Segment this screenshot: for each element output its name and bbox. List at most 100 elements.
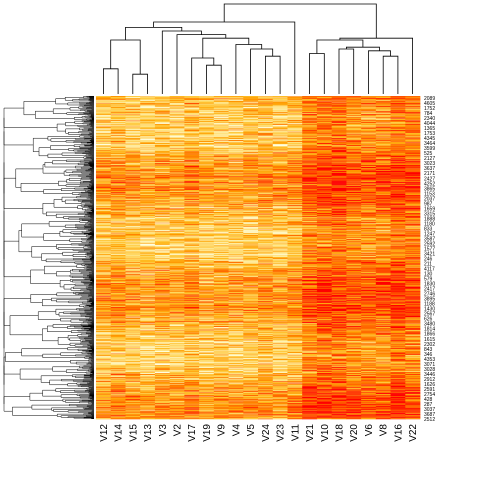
heatmap-cell [287,105,303,107]
heatmap-cell [243,166,259,168]
heatmap-cell [96,138,112,140]
heatmap-cell [375,187,391,189]
heatmap-cell [287,106,303,108]
heatmap-cell [331,178,347,180]
heatmap-cell [361,188,377,190]
heatmap-cell [243,118,259,120]
heatmap-cell [110,142,126,144]
heatmap-cell [258,148,274,150]
heatmap-cell [154,122,170,124]
heatmap-cell [272,125,288,127]
heatmap-cell [213,143,229,145]
heatmap-cell [316,127,332,129]
heatmap-cell [405,146,421,148]
heatmap-cell [96,155,112,157]
heatmap-cell [272,124,288,126]
heatmap-cell [96,185,112,186]
heatmap-cell [199,174,215,176]
heatmap-cell [405,136,421,138]
heatmap-cell [199,103,215,105]
heatmap-cell [243,163,259,165]
heatmap-cell [346,149,362,151]
heatmap-cell [346,157,362,158]
heatmap-cell [272,107,288,109]
heatmap-cell [405,115,421,117]
heatmap-cell [228,136,244,138]
heatmap-cell [199,111,215,113]
heatmap-cell [199,142,215,144]
heatmap-cell [199,160,215,162]
heatmap-cell [243,98,259,100]
heatmap-cell [125,183,141,184]
column-dendrogram [103,3,413,94]
heatmap-cell [405,156,421,157]
heatmap-cell [361,104,377,106]
heatmap-cell [243,114,259,116]
heatmap-cell [272,121,288,123]
heatmap-cell [272,120,288,122]
heatmap-cell [390,184,406,185]
heatmap-cell [110,129,126,131]
heatmap-cell [375,110,391,111]
heatmap-cell [184,144,200,146]
heatmap-cell [243,155,259,157]
heatmap-cell [110,102,126,104]
heatmap-cell [125,146,141,148]
heatmap-cell [361,164,377,166]
heatmap-cell [287,177,303,179]
heatmap-cell [243,134,259,135]
heatmap-cell [184,113,200,115]
heatmap-cell [243,119,259,121]
heatmap-cell [169,106,185,108]
heatmap-cell [125,104,141,106]
heatmap-cell [258,168,274,170]
heatmap-cell [169,130,185,132]
heatmap-cell [243,164,259,166]
heatmap-cell [302,173,318,175]
heatmap-cell [169,168,185,170]
heatmap-cell [169,119,185,121]
heatmap-cell [390,111,406,113]
heatmap-cell [390,97,406,99]
heatmap-cell [390,184,406,186]
heatmap-cell [272,133,288,135]
heatmap-cell [361,142,377,143]
heatmap-cell [258,96,274,98]
heatmap-cell [405,133,421,135]
heatmap-cell [287,133,303,135]
heatmap-cell [316,123,332,125]
heatmap-cell [125,167,141,169]
heatmap-cell [390,139,406,140]
heatmap-cell [390,176,406,178]
heatmap-cell [213,99,229,101]
heatmap-cell [213,179,229,180]
heatmap-cell [213,176,229,178]
heatmap-cell [390,134,406,135]
heatmap-cell [184,174,200,176]
heatmap-cell [346,137,362,138]
heatmap-cell [287,175,303,177]
heatmap-cell [140,188,156,190]
heatmap-cell [184,170,200,172]
heatmap-cell [140,111,156,112]
heatmap-cell [346,153,362,155]
heatmap-cell [302,114,318,116]
heatmap-cell [184,181,200,183]
heatmap-cell [110,141,126,142]
heatmap-cell [302,106,318,108]
heatmap-cell [199,129,215,131]
heatmap-cell [169,150,185,152]
heatmap-cell [199,141,215,142]
heatmap-cell [361,143,377,145]
heatmap-cell [272,170,288,172]
heatmap-cell [154,112,170,114]
heatmap-cell [213,135,229,137]
heatmap-cell [110,126,126,128]
heatmap-cell [140,100,156,102]
heatmap-cell [125,140,141,141]
heatmap-cell [154,98,170,100]
heatmap-cell [184,166,200,168]
heatmap-cell [154,141,170,143]
heatmap-cell [287,116,303,118]
heatmap-cell [346,124,362,126]
